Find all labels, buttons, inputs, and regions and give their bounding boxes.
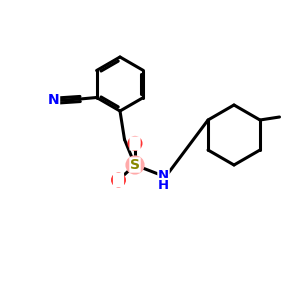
Text: N: N <box>48 94 59 107</box>
Circle shape <box>128 136 142 151</box>
Text: H: H <box>158 178 169 192</box>
Text: O: O <box>130 137 140 150</box>
Text: S: S <box>130 158 140 172</box>
Text: O: O <box>113 173 124 187</box>
Circle shape <box>125 155 145 175</box>
Circle shape <box>111 172 126 188</box>
Text: N: N <box>158 169 169 182</box>
